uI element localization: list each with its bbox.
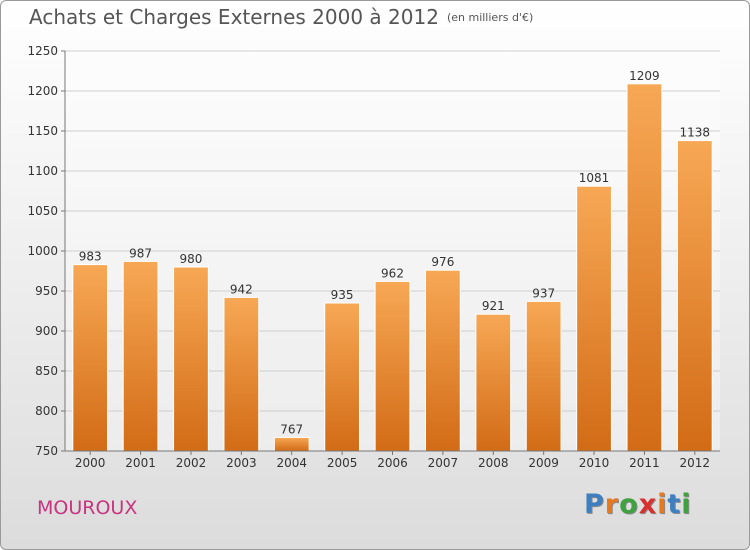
value-label-2010: 1081 [579,171,610,185]
value-label-2005: 935 [331,288,354,302]
bar-2010 [576,185,612,452]
bar-2005 [324,302,360,452]
y-tick-label: 1200 [27,84,58,98]
bar-2011 [626,83,663,452]
chart-title-text: Achats et Charges Externes 2000 à 2012 [29,5,439,29]
x-tick-label-2002: 2002 [176,456,207,470]
x-tick-label-2004: 2004 [276,456,307,470]
commune-name: MOUROUX [37,497,138,519]
x-tick-label-2005: 2005 [327,456,358,470]
x-tick-label-2011: 2011 [629,456,660,470]
bar-2000 [72,264,109,452]
value-label-2012: 1138 [680,126,711,140]
chart-unit: (en milliers d'€) [446,11,534,24]
proxiti-logo: Proxiti [584,489,692,520]
data-labels: 983 987 980 942 767 935 962 976 921 937 1081 1209 11… [79,69,710,437]
y-tick-label: 1000 [27,244,58,258]
x-tick-label-2010: 2010 [579,456,610,470]
y-tick-label: 900 [35,324,58,338]
bar-2004 [273,436,310,452]
logo-letter: i [657,489,668,520]
bar-2007 [425,269,461,452]
value-label-2003: 942 [230,282,253,296]
bar-2006 [374,280,411,452]
x-tick-label-2012: 2012 [680,456,711,470]
value-label-2002: 980 [180,252,203,266]
y-tick-label: 750 [35,444,58,458]
y-tick-label: 1250 [27,44,58,58]
chart-title: Achats et Charges Externes 2000 à 2012 (e… [29,5,533,29]
value-label-2000: 983 [79,250,102,264]
bar-2001 [122,260,159,452]
bar-2008 [475,313,512,452]
y-tick-label: 1050 [27,204,58,218]
logo-letter: o [619,489,639,520]
bar-2012 [676,140,713,452]
bar-2009 [525,300,562,452]
logo-letter: x [638,489,658,520]
logo-letter: t [667,489,682,520]
bar-2003 [223,296,260,452]
y-tick-label: 950 [35,284,58,298]
value-label-2008: 921 [482,299,505,313]
x-tick-label-2009: 2009 [528,456,559,470]
logo-letter: P [584,489,605,520]
value-label-2009: 937 [532,286,555,300]
value-label-2006: 962 [381,266,404,280]
x-tick-label-2008: 2008 [478,456,509,470]
value-label-2004: 767 [280,422,303,436]
logo-letter: i [681,489,692,520]
logo-letter: r [604,489,620,520]
axes: 750 800 850 900 950 1000 1050 1100 1150 1200 1250 2… [27,44,720,470]
y-tick-label: 1100 [27,164,58,178]
x-tick-label-2000: 2000 [75,456,106,470]
bar-2002 [173,266,209,452]
x-tick-label-2007: 2007 [428,456,459,470]
value-label-2011: 1209 [629,69,660,83]
x-tick-label-2006: 2006 [377,456,408,470]
value-label-2001: 987 [129,246,152,260]
y-tick-label: 800 [35,404,58,418]
x-tick-label-2001: 2001 [125,456,156,470]
value-label-2007: 976 [431,255,454,269]
y-tick-label: 850 [35,364,58,378]
y-tick-label: 1150 [27,124,58,138]
x-tick-label-2003: 2003 [226,456,257,470]
